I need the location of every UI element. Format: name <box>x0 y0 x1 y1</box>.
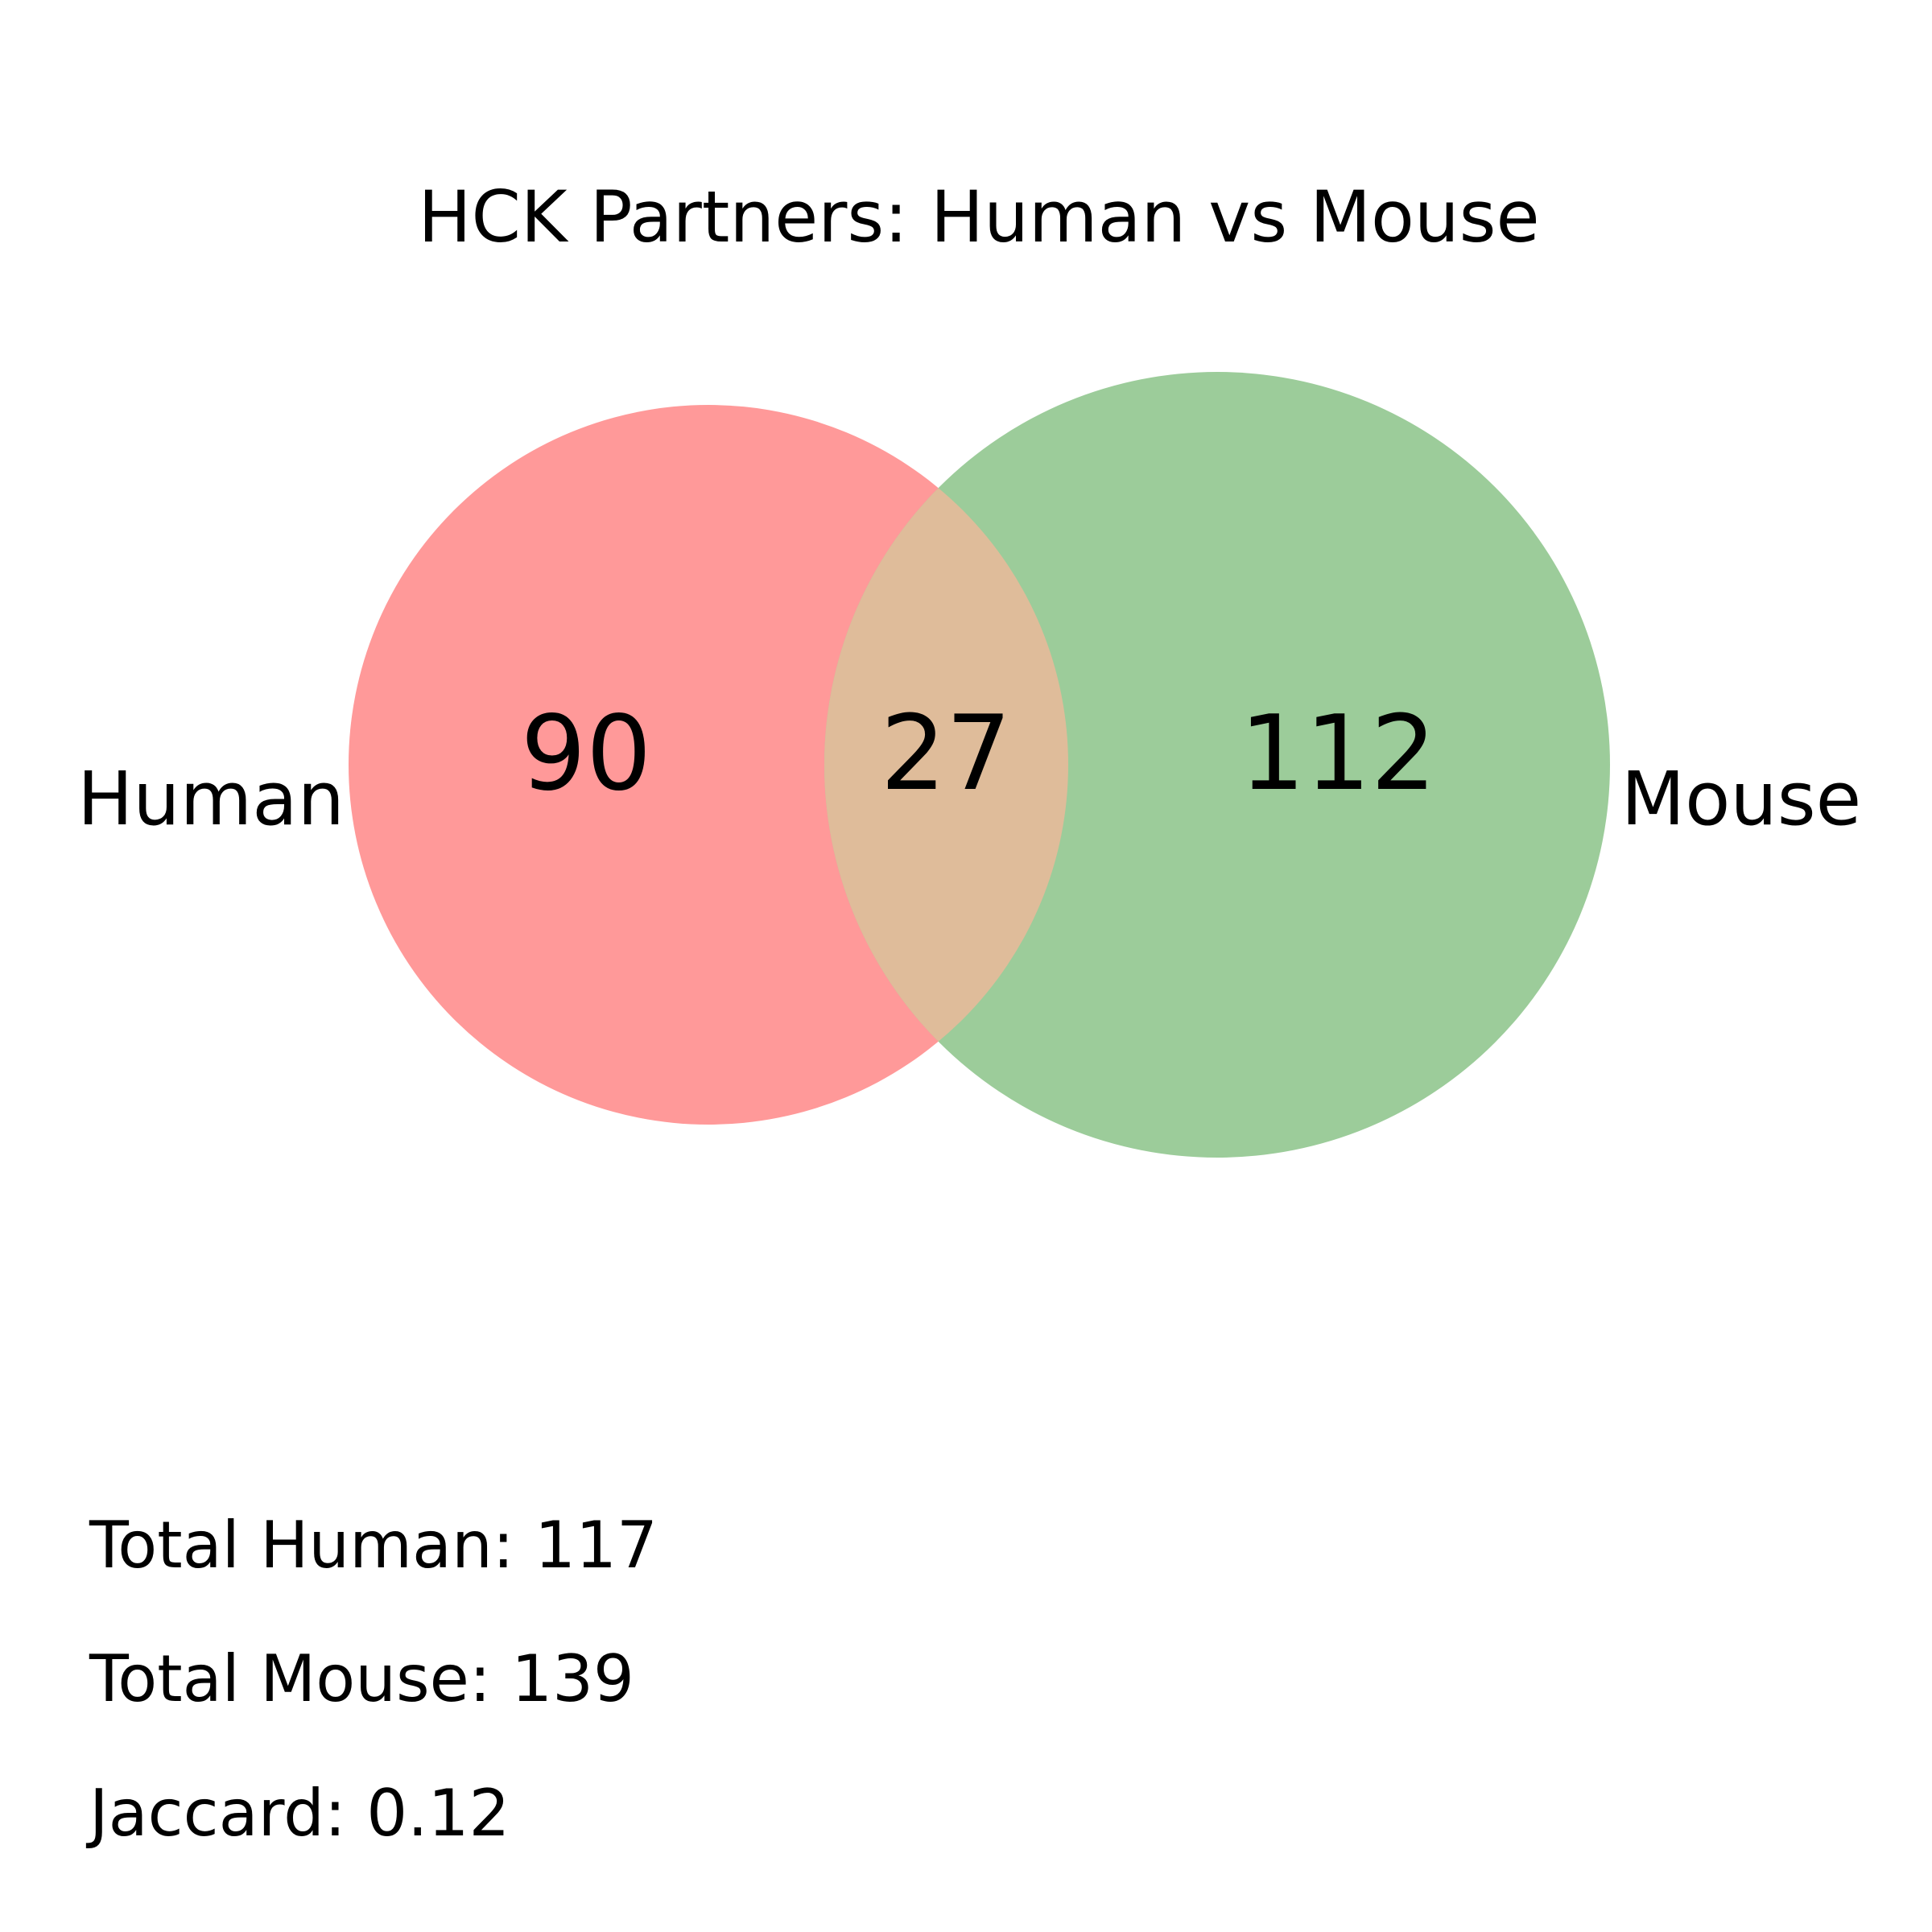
human-set-label: Human <box>77 756 345 842</box>
jaccard-stat: Jaccard: 0.12 <box>89 1776 510 1851</box>
mouse-set-circle <box>824 372 1610 1158</box>
mouse-only-count: 112 <box>1240 694 1436 814</box>
human-only-count: 90 <box>521 694 652 814</box>
mouse-set-label: Mouse <box>1621 756 1862 842</box>
diagram-title: HCK Partners: Human vs Mouse <box>418 175 1539 258</box>
intersection-count: 27 <box>881 694 1012 814</box>
total-human-stat: Total Human: 117 <box>89 1508 658 1583</box>
total-mouse-stat: Total Mouse: 139 <box>89 1641 634 1716</box>
